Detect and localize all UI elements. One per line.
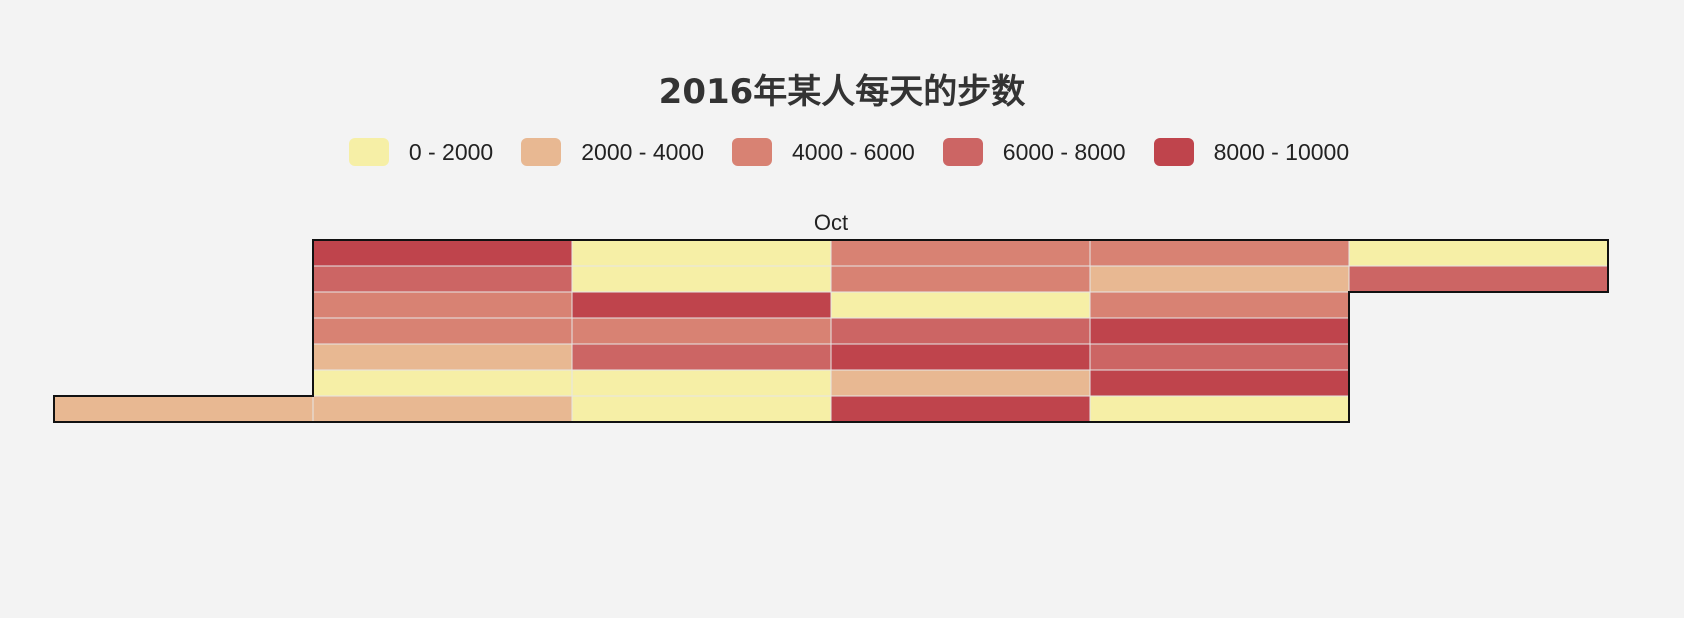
legend-swatch <box>348 138 389 166</box>
legend-label: 0 - 2000 <box>408 138 494 165</box>
day-cell[interactable]: 2016-10-05 <box>312 317 573 345</box>
day-cell[interactable]: 2016-10-23 <box>1089 239 1350 267</box>
legend-swatch <box>732 138 773 166</box>
month-label: Oct <box>814 210 848 235</box>
day-cell[interactable]: 2016-10-21 <box>830 369 1091 397</box>
legend-item[interactable]: 2000 - 4000 <box>521 138 704 166</box>
day-cell[interactable]: 2016-10-17 <box>830 265 1091 293</box>
day-cell[interactable]: 2016-10-22 <box>830 395 1091 423</box>
day-cell[interactable]: 2016-10-20 <box>830 343 1091 371</box>
day-cell[interactable]: 2016-10-09 <box>571 239 832 267</box>
legend-label: 2000 - 4000 <box>581 138 705 165</box>
day-cell[interactable]: 2016-10-26 <box>1089 317 1350 345</box>
day-cell[interactable]: 2016-10-15 <box>571 395 832 423</box>
day-cell[interactable]: 2016-10-11 <box>571 291 832 319</box>
month-border <box>53 239 1609 423</box>
day-cell[interactable]: 2016-10-04 <box>312 291 573 319</box>
legend-item[interactable]: 0 - 2000 <box>348 138 494 166</box>
day-cell[interactable]: 2016-10-30 <box>1348 239 1609 267</box>
legend-label: 8000 - 10000 <box>1213 138 1350 165</box>
day-cell[interactable]: 2016-10-24 <box>1089 265 1350 293</box>
legend-swatch <box>521 138 562 166</box>
day-cell[interactable]: 2016-10-31 <box>1348 265 1609 293</box>
day-cell[interactable]: 2016-10-02 <box>312 239 573 267</box>
day-cell[interactable]: 2016-10-06 <box>312 343 573 371</box>
day-cell[interactable]: 2016-10-27 <box>1089 343 1350 371</box>
day-cell[interactable]: 2016-10-18 <box>830 291 1091 319</box>
day-cell[interactable]: 2016-10-19 <box>830 317 1091 345</box>
legend-item[interactable]: 4000 - 6000 <box>732 138 915 166</box>
day-cell[interactable]: 2016-10-10 <box>571 265 832 293</box>
day-cell[interactable]: 2016-10-16 <box>830 239 1091 267</box>
legend-swatch <box>1153 138 1194 166</box>
day-cell[interactable]: 2016-10-01 <box>53 395 314 423</box>
day-cell[interactable]: 2016-10-03 <box>312 265 573 293</box>
legend-item[interactable]: 8000 - 10000 <box>1153 138 1350 166</box>
day-cell[interactable]: 2016-10-29 <box>1089 395 1350 423</box>
legend: 0 - 2000 2000 - 4000 4000 - 6000 6000 - 800… <box>0 138 1684 166</box>
legend-label: 6000 - 8000 <box>1002 138 1126 165</box>
legend-label: 4000 - 6000 <box>792 138 915 165</box>
chart-title: 2016年某人每天的步数 <box>658 72 1026 112</box>
day-cell[interactable]: 2016-10-25 <box>1089 291 1350 319</box>
legend-swatch <box>942 138 983 166</box>
day-cell[interactable]: 2016-10-12 <box>571 317 832 345</box>
day-cell[interactable]: 2016-10-13 <box>571 343 832 371</box>
day-cell[interactable]: 2016-10-14 <box>571 369 832 397</box>
legend-item[interactable]: 6000 - 8000 <box>942 138 1126 166</box>
day-cell[interactable]: 2016-10-08 <box>312 395 573 423</box>
day-cell[interactable]: 2016-10-28 <box>1089 369 1350 397</box>
day-cell[interactable]: 2016-10-07 <box>312 369 573 397</box>
